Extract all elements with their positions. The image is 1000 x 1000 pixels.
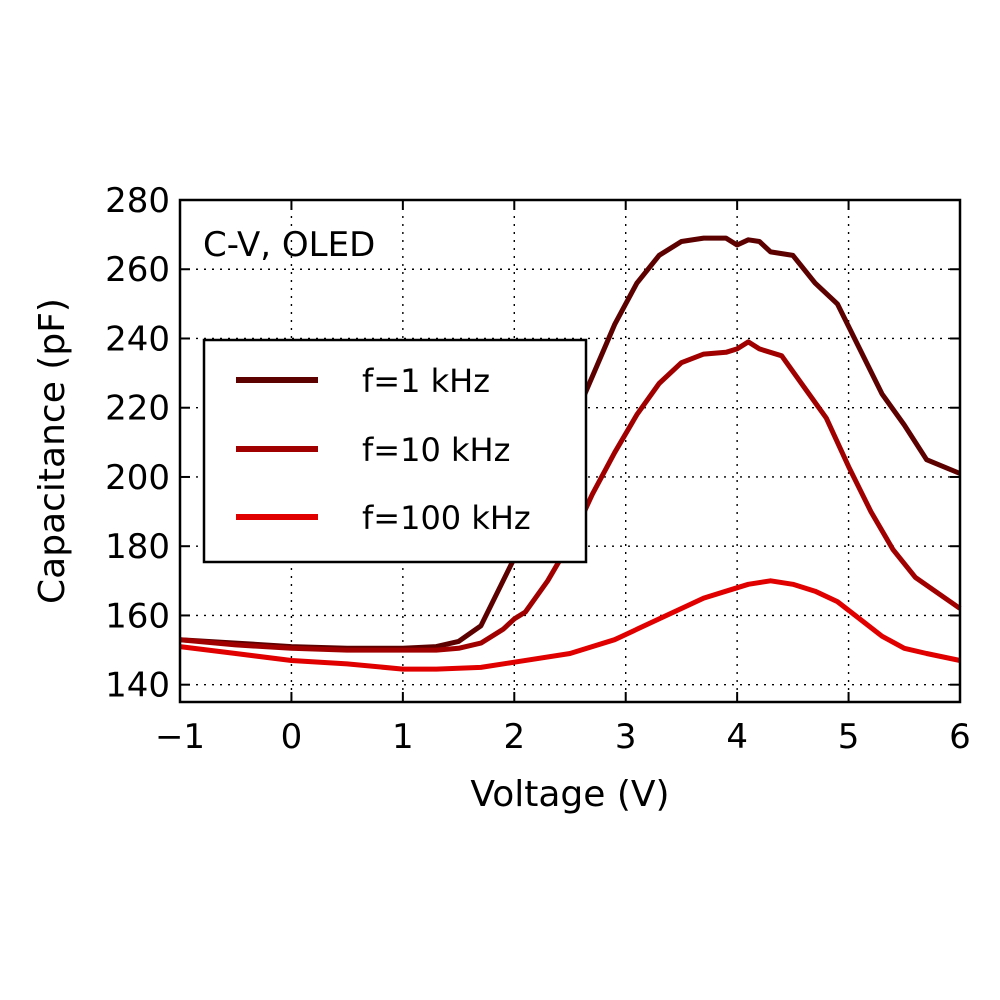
y-tick-label: 260: [105, 250, 170, 290]
y-tick-label: 160: [105, 596, 170, 636]
plot-frame: [178, 198, 962, 704]
y-axis-label: Capacitance (pF): [32, 298, 73, 604]
x-tick-label: 2: [503, 717, 525, 757]
plot-series: [179, 235, 962, 672]
legend: f=1 kHz f=10 kHz f=100 kHz: [202, 338, 588, 564]
series-line-100khz: [179, 578, 961, 672]
x-tick-label: 0: [281, 717, 303, 757]
legend-label-10khz: f=10 kHz: [362, 431, 510, 469]
series-line-1khz: [179, 235, 961, 651]
x-tick-label: 5: [838, 717, 860, 757]
x-tick-label: −1: [155, 717, 205, 757]
y-tick-label: 280: [105, 181, 170, 221]
y-tick-label: 140: [105, 666, 170, 706]
x-tick-label: 1: [392, 717, 414, 757]
y-tick-label: 240: [105, 319, 170, 359]
x-axis-label: Voltage (V): [470, 774, 669, 815]
series-line-10khz: [179, 339, 962, 653]
y-tick-label: 200: [105, 458, 170, 498]
axis-ticks: [179, 199, 961, 702]
x-tick-label: 6: [949, 717, 971, 757]
chart-annotation: C-V, OLED: [203, 225, 375, 265]
legend-label-100khz: f=100 kHz: [362, 499, 531, 537]
x-tick-label: 4: [726, 717, 748, 757]
tick-labels: −1 0 1 2 3 4 5 6 140 160 180 200 220 240 260 280: [105, 181, 971, 757]
x-tick-label: 3: [615, 717, 637, 757]
y-tick-label: 180: [105, 527, 170, 567]
legend-label-1khz: f=1 kHz: [362, 362, 490, 400]
y-tick-label: 220: [105, 389, 170, 429]
